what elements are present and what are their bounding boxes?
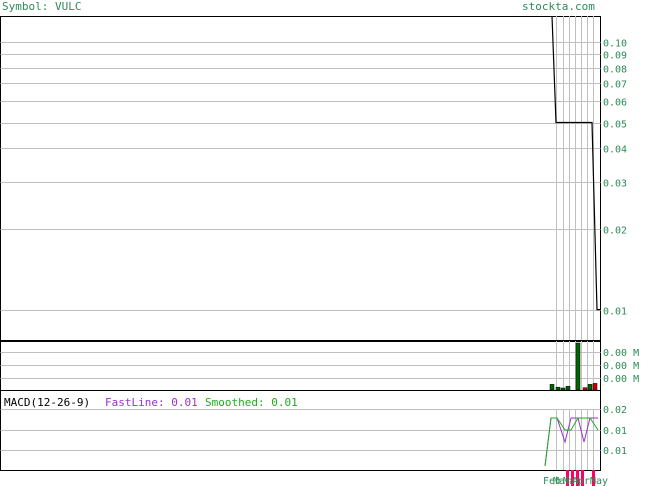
price-tick-label: 0.08 — [603, 65, 627, 76]
macd-title: MACD(12-26-9) — [4, 396, 91, 409]
macd-smoothed-label: Smoothed: 0.01 — [205, 396, 298, 409]
price-tick-label: 0.03 — [603, 179, 627, 190]
price-panel-frame — [0, 16, 601, 341]
date-marker — [576, 470, 579, 486]
volume-bar — [555, 386, 561, 391]
volume-tick-label: 0.00 M — [603, 361, 639, 372]
macd-tick-label: 0.02 — [603, 405, 627, 416]
price-tick-label: 0.10 — [603, 39, 627, 50]
date-label: Mar — [553, 476, 571, 486]
date-label: Mar — [563, 476, 581, 486]
date-label: May — [590, 476, 608, 486]
macd-fastline-label: FastLine: 0.01 — [105, 396, 198, 409]
price-tick-label: 0.02 — [603, 226, 627, 237]
date-label: Apr — [572, 476, 590, 486]
volume-bar — [587, 384, 593, 391]
price-tick-label: 0.04 — [603, 145, 627, 156]
date-marker — [571, 470, 574, 486]
site-label[interactable]: stockta.com — [522, 0, 595, 13]
volume-tick-label: 0.00 M — [603, 374, 639, 385]
price-tick-label: 0.05 — [603, 120, 627, 131]
volume-panel: 0.00 M 0.00 M 0.00 M — [0, 341, 639, 391]
volume-bar — [575, 342, 581, 391]
macd-fastline-line — [544, 417, 598, 467]
price-tick-label: 0.01 — [603, 307, 627, 318]
macd-tick-label: 0.01 — [603, 426, 627, 437]
price-tick-label: 0.09 — [603, 51, 627, 62]
macd-smoothed-line — [544, 417, 599, 467]
price-line — [551, 15, 600, 311]
symbol-label: Symbol: VULC — [2, 0, 82, 13]
volume-bar — [582, 387, 588, 391]
volume-bar — [560, 387, 566, 391]
price-tick-label: 0.07 — [603, 80, 627, 91]
macd-tick-label: 0.01 — [603, 446, 627, 457]
date-marker — [581, 470, 584, 486]
macd-panel: 0.02 0.01 0.01 — [0, 390, 627, 471]
price-panel: 0.100.09 0.08 0.07 0.06 0.05 0.04 0.03 0.02 0.01 — [0, 15, 627, 341]
volume-bar — [592, 383, 598, 391]
date-label: Feb — [543, 476, 561, 486]
date-marker — [566, 470, 569, 486]
volume-bar — [549, 384, 555, 391]
date-marker — [592, 470, 595, 486]
volume-bar — [565, 385, 571, 391]
price-tick-label: 0.06 — [603, 98, 627, 109]
volume-tick-label: 0.00 M — [603, 348, 639, 359]
